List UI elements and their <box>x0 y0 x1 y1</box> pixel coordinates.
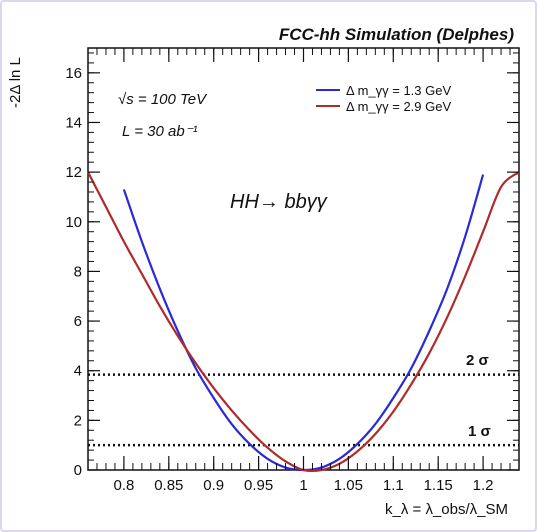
y-tick-label: 4 <box>74 363 82 380</box>
legend-label-series-2: Δ m_γγ = 2.9 GeV <box>346 99 451 114</box>
x-tick-label: 0.95 <box>244 477 273 494</box>
series-layer <box>87 171 520 473</box>
x-tick-label: 0.85 <box>154 477 183 494</box>
y-tick-label: 6 <box>74 313 82 330</box>
process-annotation: HH→ bbγγ <box>230 191 328 213</box>
x-tick-label: 0.9 <box>203 477 224 494</box>
legend-label-series-1: Δ m_γγ = 1.3 GeV <box>346 83 451 98</box>
energy-annotation: √s = 100 TeV <box>118 91 208 108</box>
y-tick-label: 8 <box>74 263 82 280</box>
lumi-annotation: L = 30 ab⁻¹ <box>122 123 198 140</box>
one-sigma-label: 1 σ <box>468 423 491 440</box>
y-tick-label: 2 <box>74 412 82 429</box>
x-tick-label: 1.1 <box>383 477 404 494</box>
legend: Δ m_γγ = 1.3 GeV Δ m_γγ = 2.9 GeV <box>316 83 451 114</box>
series-line-1 <box>122 174 485 472</box>
y-tick-label: 10 <box>65 214 82 231</box>
plot-area-border <box>87 47 520 471</box>
y-tick-label: 12 <box>65 164 82 181</box>
x-tick-label: 0.8 <box>113 477 134 494</box>
y-tick-label: 16 <box>65 65 82 82</box>
reference-lines <box>88 373 519 447</box>
ticks-layer: 0 2 4 6 8 10 12 14 16 0.8 0.85 0.9 0.95 1 1.05 1.1 1.15 1… <box>65 48 520 494</box>
y-tick-label: 0 <box>74 462 82 479</box>
x-tick-label: 1.15 <box>424 477 453 494</box>
chart-title: FCC-hh Simulation (Delphes) <box>279 25 515 44</box>
two-sigma-label: 2 σ <box>466 352 489 369</box>
axes-layer <box>87 47 520 471</box>
x-tick-label: 1.2 <box>473 477 494 494</box>
x-tick-label: 1.05 <box>334 477 363 494</box>
x-axis-label: k_λ = λ_obs/λ_SM <box>385 501 508 518</box>
y-tick-label: 14 <box>65 114 82 131</box>
series-line-2 <box>87 171 520 473</box>
y-axis-label: -2Δ ln L <box>7 57 24 108</box>
x-tick-label: 1 <box>299 477 307 494</box>
